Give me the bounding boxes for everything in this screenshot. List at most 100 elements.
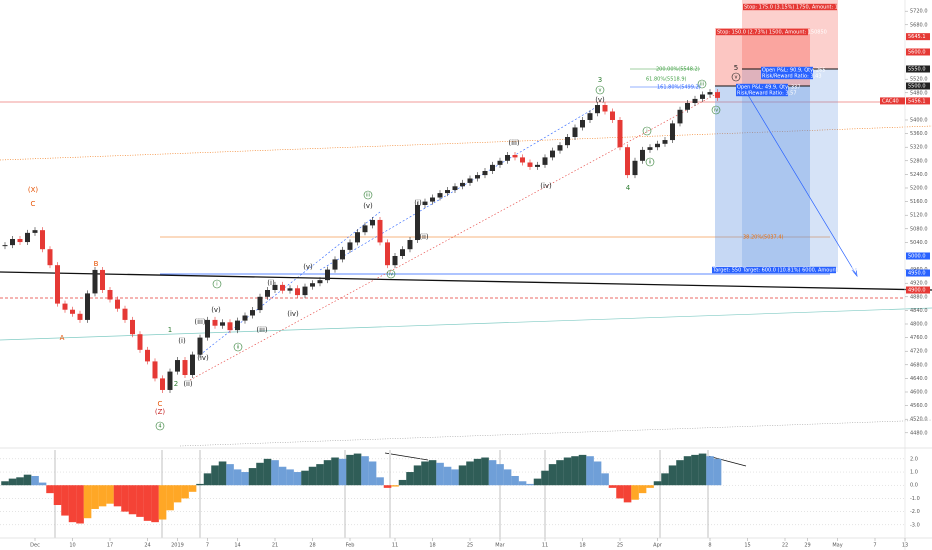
candle — [692, 98, 698, 103]
trend-line — [179, 419, 932, 447]
histogram-bar — [361, 456, 369, 486]
wave-label: (X) — [28, 186, 39, 194]
trend-line — [0, 307, 932, 341]
histogram-bar — [53, 485, 62, 506]
candle — [295, 288, 300, 296]
histogram-bar — [143, 485, 152, 521]
x-tick-label: 21 — [272, 543, 278, 549]
candle — [122, 308, 128, 320]
candle — [167, 371, 173, 390]
wave-label: (ii) — [419, 233, 429, 241]
position-label: Risk/Reward Ratio: 3.57 — [737, 91, 797, 97]
candle — [505, 155, 510, 161]
candle — [175, 360, 180, 372]
candle — [542, 157, 548, 165]
candle — [70, 309, 75, 314]
price-tag-label: 5500.0 — [908, 83, 926, 89]
arrow-head — [851, 267, 858, 278]
x-tick-label: 7 — [206, 543, 209, 549]
histogram-bar — [91, 485, 99, 509]
candle — [617, 119, 623, 148]
x-tick-label: 14 — [234, 543, 240, 549]
y-tick-label: 4600.0 — [910, 390, 928, 396]
histogram-bar — [271, 460, 279, 486]
histogram-bar — [113, 485, 122, 507]
price-tag — [906, 33, 930, 41]
y-tick-label: 4920.0 — [910, 281, 928, 287]
histogram-bar — [173, 485, 182, 503]
wave-label: 5 — [734, 64, 738, 72]
histogram-bar — [413, 465, 422, 486]
session-break — [389, 450, 391, 538]
wave-label: (iii) — [508, 139, 520, 147]
histogram-bar — [233, 469, 242, 486]
price-tag-label: 5645.1 — [908, 34, 926, 40]
x-tick-label: 18 — [579, 543, 585, 549]
y-tick-label: 4840.0 — [910, 308, 928, 314]
y-tick-label: 5520.0 — [910, 77, 928, 83]
wave-label: v — [735, 75, 738, 81]
histogram-bar — [503, 469, 512, 486]
wave-label: (v) — [363, 202, 373, 210]
session-break — [344, 450, 346, 538]
position-label: Risk/Reward Ratio: 3.43 — [762, 74, 822, 80]
candle — [160, 378, 165, 390]
candle — [2, 245, 8, 247]
histogram-bar — [466, 461, 474, 486]
wave-label: ii — [649, 160, 652, 166]
histogram-bar — [593, 461, 602, 486]
candle — [527, 162, 533, 167]
y-tick-label: -3.0 — [910, 522, 920, 528]
y-tick-label: 5280.0 — [910, 158, 928, 164]
histogram-bar — [23, 474, 32, 486]
histogram-bar — [323, 460, 332, 486]
y-tick-label: 5240.0 — [910, 172, 928, 178]
candle — [475, 175, 480, 179]
histogram-bar — [368, 461, 377, 486]
candle — [340, 249, 345, 260]
wave-label: v — [599, 88, 602, 94]
x-tick-label: Apr — [653, 543, 663, 549]
price-tag — [906, 48, 930, 56]
symbol-label: CAC40 — [882, 98, 899, 104]
x-tick-label: 18 — [429, 543, 435, 549]
histogram-bar — [428, 460, 437, 486]
histogram-bar — [638, 485, 647, 494]
position-label: Stop: 150.0 (2.73%) 1500, Amount: 150850 — [717, 30, 827, 36]
y-tick-label: -1.0 — [910, 496, 920, 502]
wave-label: iii — [366, 193, 370, 199]
wave-label: B — [94, 260, 99, 268]
x-tick-label: 24 — [144, 543, 150, 549]
candle — [235, 320, 240, 331]
wave-label: (iv) — [540, 182, 552, 190]
wave-label: (iii) — [194, 318, 206, 326]
candle — [242, 315, 248, 321]
position-label-bg — [716, 28, 808, 36]
x-tick-label: 11 — [542, 543, 548, 549]
histogram-bar — [511, 475, 519, 486]
histogram-bar — [211, 465, 219, 486]
price-tag-label: 4950.0 — [908, 270, 926, 276]
histogram-bar — [683, 456, 692, 486]
candle — [272, 284, 278, 291]
candle — [422, 201, 428, 205]
y-tick-label: 5360.0 — [910, 131, 928, 137]
histogram-bar — [391, 485, 399, 487]
histogram-bar — [68, 485, 77, 523]
candle — [707, 92, 713, 95]
candle — [257, 296, 263, 311]
histogram-bar — [121, 485, 129, 512]
histogram-bar — [571, 456, 579, 486]
histogram-bar — [248, 468, 257, 486]
histogram-bar — [691, 454, 699, 486]
candle — [250, 310, 255, 316]
histogram-bar — [203, 473, 212, 486]
wave-circle — [595, 85, 605, 95]
x-tick-label: Dec — [30, 543, 40, 549]
histogram-bar — [496, 464, 504, 486]
x-tick-label: 11 — [392, 543, 398, 549]
histogram-bar — [488, 460, 497, 486]
histogram-bar — [406, 472, 414, 486]
wave-label: 3 — [598, 76, 602, 84]
histogram-bar — [196, 483, 204, 486]
